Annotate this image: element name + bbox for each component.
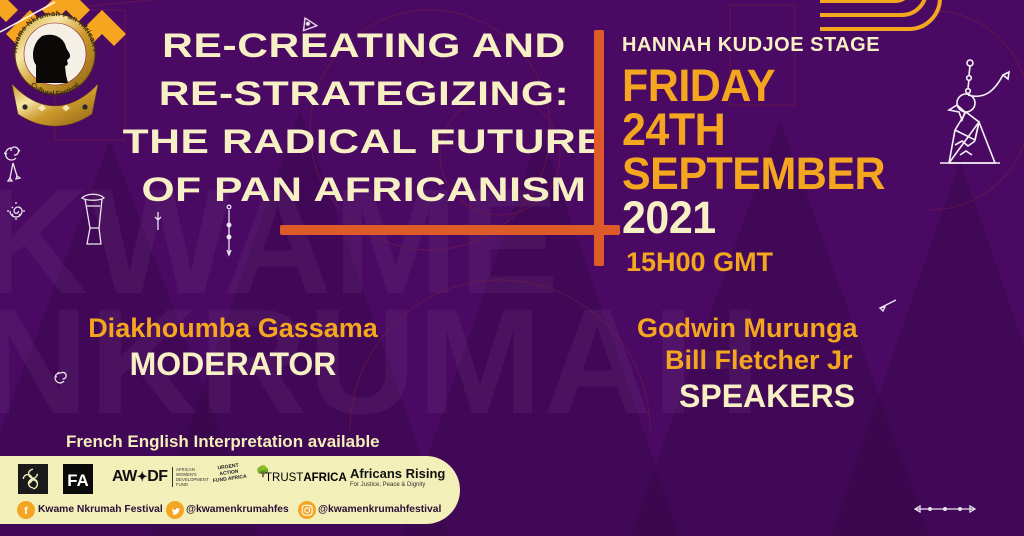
svg-text:FA: FA — [67, 471, 88, 490]
svg-text:f: f — [24, 506, 28, 517]
